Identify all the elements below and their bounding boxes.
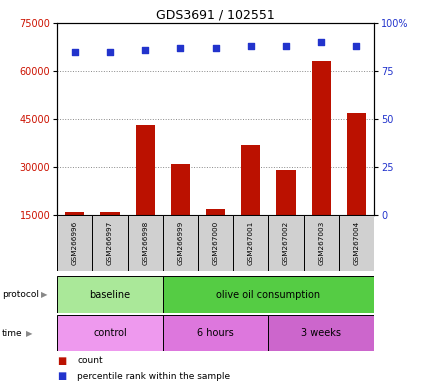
Point bbox=[71, 49, 78, 55]
Point bbox=[212, 45, 219, 51]
Text: protocol: protocol bbox=[2, 290, 39, 299]
Text: control: control bbox=[93, 328, 127, 338]
Title: GDS3691 / 102551: GDS3691 / 102551 bbox=[156, 9, 275, 22]
Bar bbox=[347, 113, 366, 263]
Bar bbox=[339, 215, 374, 271]
Text: olive oil consumption: olive oil consumption bbox=[216, 290, 320, 300]
Text: percentile rank within the sample: percentile rank within the sample bbox=[77, 372, 230, 381]
Bar bbox=[100, 212, 120, 263]
Bar bbox=[233, 215, 268, 271]
Bar bbox=[57, 315, 163, 351]
Text: 6 hours: 6 hours bbox=[197, 328, 234, 338]
Bar bbox=[198, 215, 233, 271]
Bar bbox=[92, 215, 128, 271]
Text: ■: ■ bbox=[57, 371, 66, 381]
Text: GSM267002: GSM267002 bbox=[283, 221, 289, 265]
Text: GSM266998: GSM266998 bbox=[142, 221, 148, 265]
Point bbox=[177, 45, 184, 51]
Text: ■: ■ bbox=[57, 356, 66, 366]
Point bbox=[247, 43, 254, 49]
Point bbox=[353, 43, 360, 49]
Text: GSM267003: GSM267003 bbox=[318, 221, 324, 265]
Text: GSM266997: GSM266997 bbox=[107, 221, 113, 265]
Text: baseline: baseline bbox=[89, 290, 131, 300]
Bar bbox=[65, 212, 84, 263]
Bar bbox=[268, 215, 304, 271]
Text: 3 weeks: 3 weeks bbox=[301, 328, 341, 338]
Point bbox=[106, 49, 114, 55]
Text: count: count bbox=[77, 356, 103, 366]
Text: ▶: ▶ bbox=[26, 329, 33, 338]
Text: GSM267001: GSM267001 bbox=[248, 221, 254, 265]
Bar bbox=[163, 315, 268, 351]
Bar bbox=[57, 276, 163, 313]
Bar bbox=[163, 215, 198, 271]
Bar bbox=[57, 215, 92, 271]
Bar bbox=[241, 145, 260, 263]
Bar bbox=[206, 209, 225, 263]
Point bbox=[318, 39, 325, 45]
Bar bbox=[268, 315, 374, 351]
Text: time: time bbox=[2, 329, 23, 338]
Bar bbox=[163, 276, 374, 313]
Bar bbox=[276, 170, 296, 263]
Bar bbox=[312, 61, 331, 263]
Bar bbox=[171, 164, 190, 263]
Text: GSM266996: GSM266996 bbox=[72, 221, 78, 265]
Bar bbox=[136, 126, 155, 263]
Bar bbox=[304, 215, 339, 271]
Bar bbox=[128, 215, 163, 271]
Point bbox=[282, 43, 290, 49]
Text: GSM267004: GSM267004 bbox=[353, 221, 359, 265]
Point bbox=[142, 47, 149, 53]
Text: ▶: ▶ bbox=[41, 290, 48, 299]
Text: GSM267000: GSM267000 bbox=[213, 221, 219, 265]
Text: GSM266999: GSM266999 bbox=[177, 221, 183, 265]
